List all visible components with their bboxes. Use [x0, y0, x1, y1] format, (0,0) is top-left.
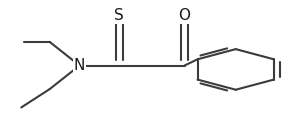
Text: S: S	[114, 8, 124, 23]
Text: O: O	[179, 8, 191, 23]
Text: N: N	[74, 58, 85, 73]
